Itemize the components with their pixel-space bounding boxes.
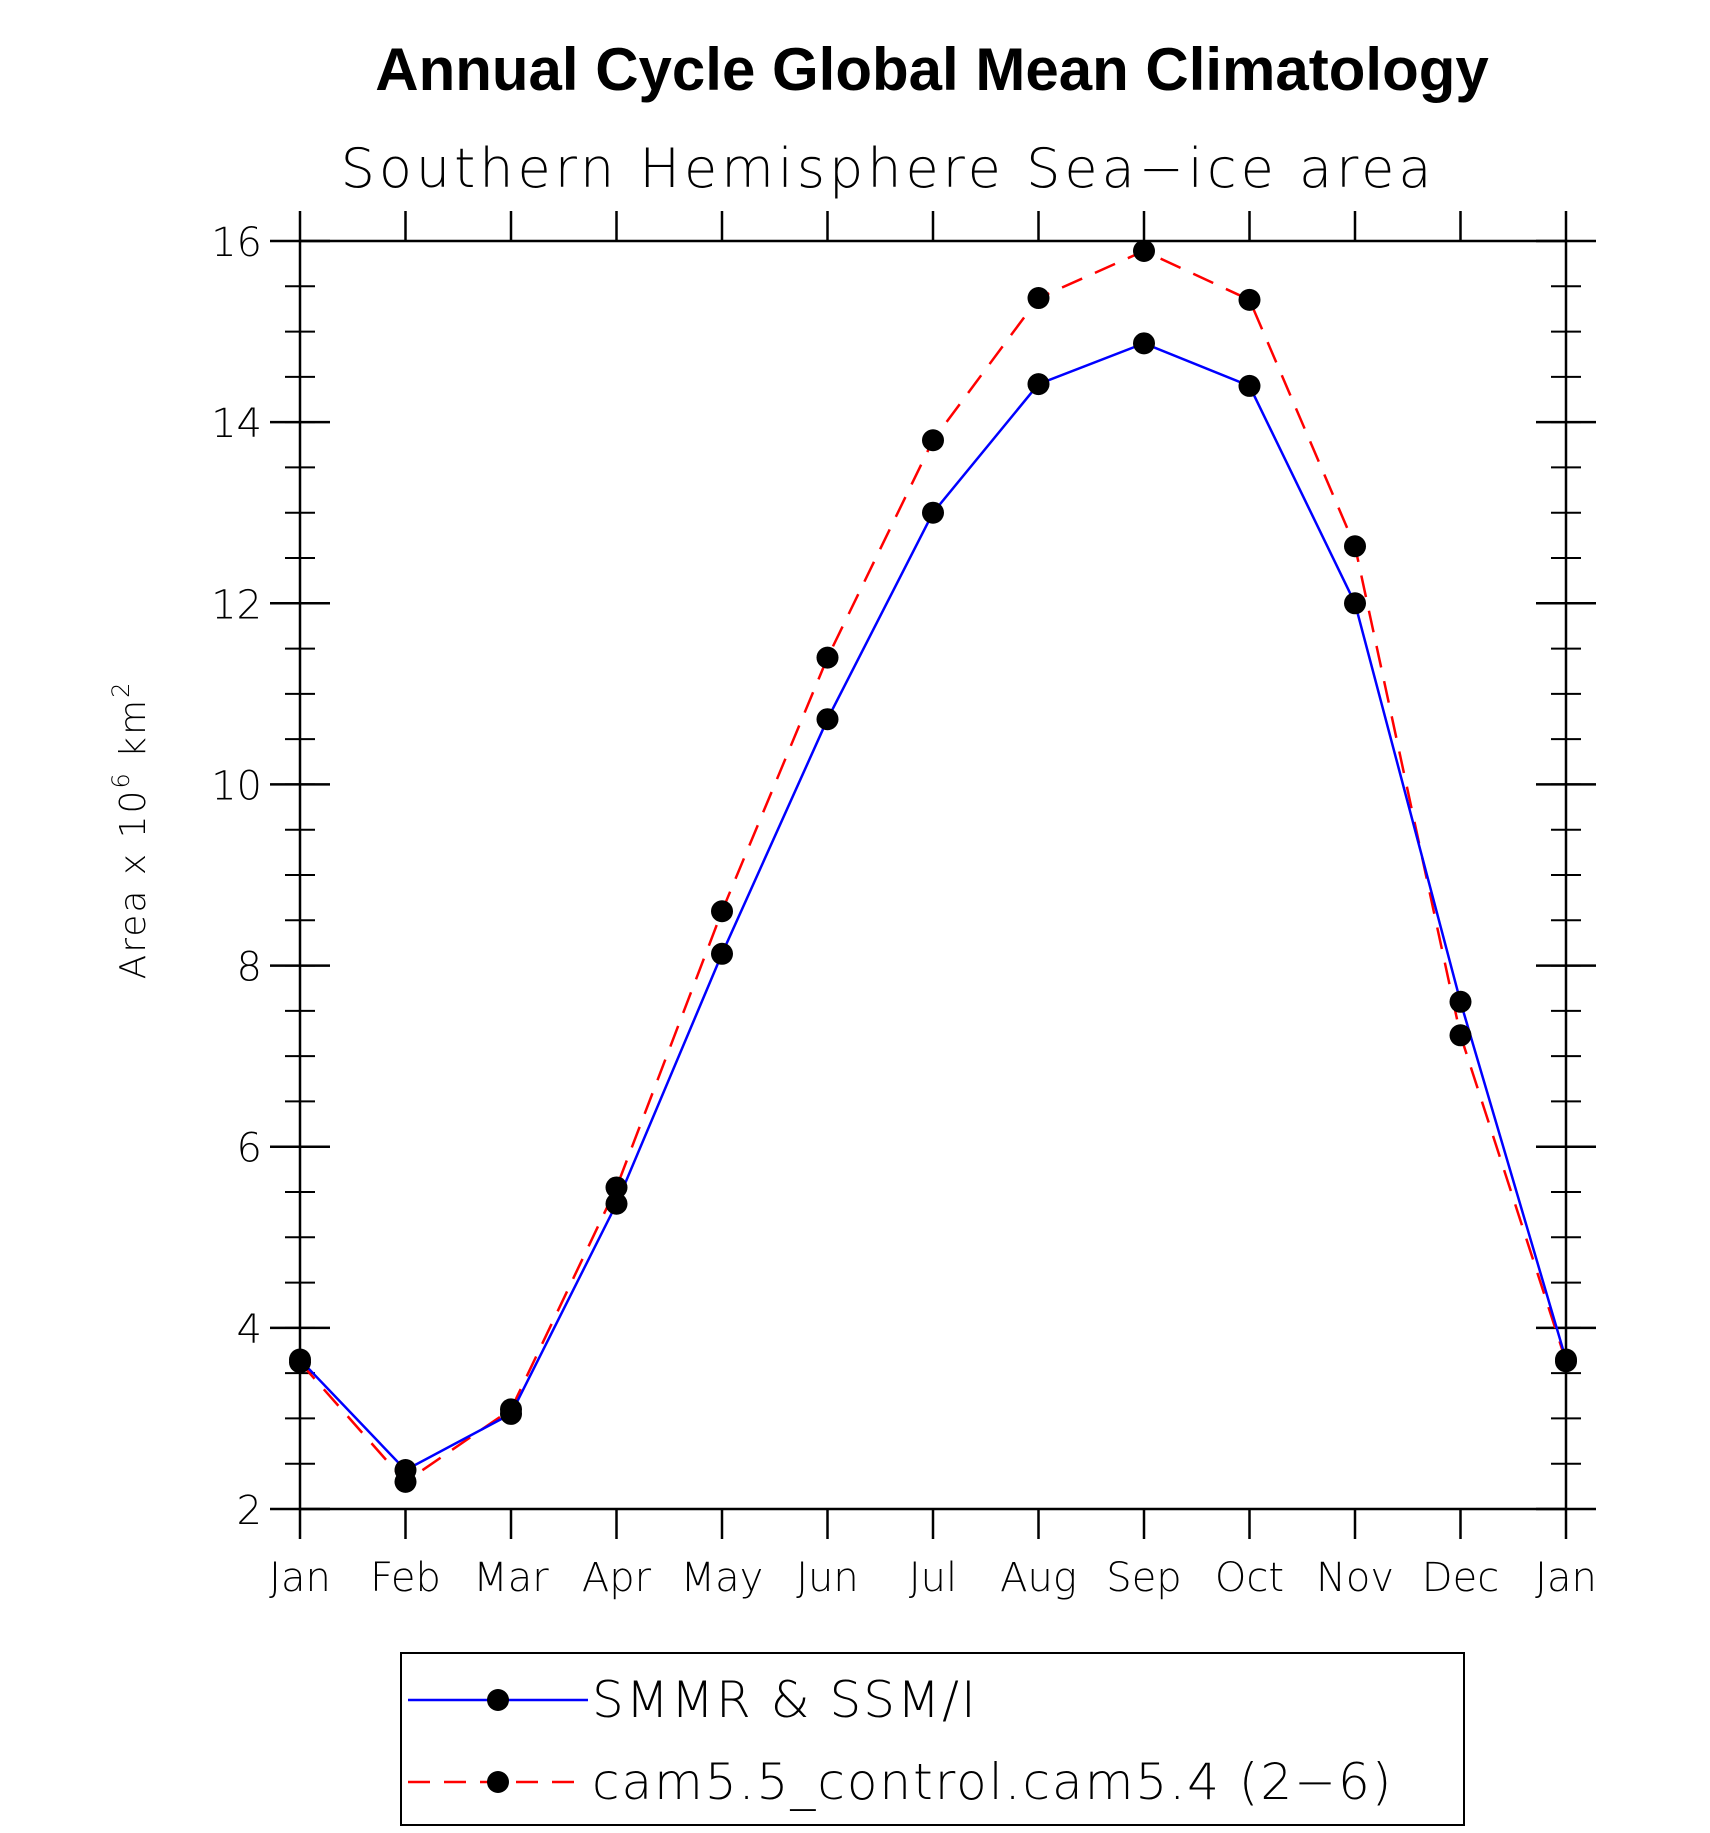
series-0-point — [922, 501, 944, 524]
chart-title: Annual Cycle Global Mean Climatology — [375, 36, 1489, 103]
x-tick-label: Sep — [1106, 1555, 1181, 1601]
series-0-point — [816, 708, 839, 731]
series-0-point — [605, 1192, 628, 1215]
y-tick-label: 16 — [211, 220, 262, 266]
series-0-point — [394, 1459, 417, 1482]
plot-area: Jan Feb Mar Apr May Jun Jul Aug Sep Oct Nov Dec Jan2… — [211, 211, 1597, 1601]
series-0-point — [1344, 592, 1366, 615]
legend: SMMR & SSM/I cam5.5_control.cam5.4 (2−6) — [400, 1652, 1465, 1826]
x-tick-label: Oct — [1215, 1555, 1284, 1601]
series-1-point — [1133, 239, 1155, 262]
y-tick-label: 2 — [237, 1488, 262, 1534]
y-axis-label-sup: 6 — [107, 771, 135, 788]
series-1-point — [816, 646, 839, 669]
legend-box — [400, 1652, 1465, 1826]
y-tick-label: 4 — [237, 1307, 262, 1353]
series-0-point — [1555, 1348, 1577, 1371]
x-tick-label: Mar — [473, 1555, 549, 1601]
legend-label-smmr: SMMR & SSM/I — [592, 1671, 978, 1729]
legend-marker-cam — [487, 1771, 509, 1793]
series-0-point — [1449, 990, 1472, 1013]
series-1-point — [1027, 287, 1050, 310]
x-tick-label: Jan — [1535, 1555, 1597, 1601]
y-axis-label-unit: km — [113, 698, 154, 758]
x-tick-label: Dec — [1422, 1555, 1499, 1601]
series-0-point — [289, 1348, 311, 1371]
x-tick-label: Jul — [909, 1555, 957, 1601]
y-tick-label: 10 — [211, 763, 262, 809]
x-tick-label: Apr — [582, 1555, 652, 1601]
series-1-point — [605, 1176, 628, 1199]
x-tick-label: Jan — [269, 1555, 331, 1601]
series-1-point — [1344, 535, 1366, 558]
x-tick-label: Nov — [1316, 1555, 1394, 1601]
series-0-point — [1238, 374, 1261, 397]
y-axis-label-text: Area x 10 — [113, 789, 154, 980]
legend-marker-smmr — [487, 1689, 509, 1711]
series-0-point — [711, 942, 733, 965]
x-tick-label: May — [681, 1555, 764, 1601]
y-tick-label: 12 — [211, 582, 262, 628]
x-tick-label: Aug — [1000, 1555, 1077, 1601]
y-axis-label-unit-sup: 2 — [107, 681, 135, 698]
series-1-point — [922, 429, 944, 452]
series-1-point — [711, 900, 733, 923]
series-0-point — [1133, 332, 1155, 355]
series-1-point — [1238, 288, 1261, 311]
chart-subtitle: Southern Hemisphere Sea−ice area — [341, 137, 1436, 200]
series-1-point — [1449, 1024, 1472, 1047]
y-tick-label: 8 — [237, 945, 262, 991]
y-axis-label: Area x 106 km2 — [107, 681, 154, 980]
series-0-point — [500, 1402, 522, 1425]
series-0-point — [1027, 373, 1050, 396]
legend-label-cam: cam5.5_control.cam5.4 (2−6) — [592, 1753, 1393, 1811]
y-tick-label: 6 — [237, 1126, 262, 1172]
y-tick-label: 14 — [211, 401, 262, 447]
x-tick-label: Feb — [370, 1555, 441, 1601]
x-tick-label: Jun — [796, 1555, 859, 1601]
